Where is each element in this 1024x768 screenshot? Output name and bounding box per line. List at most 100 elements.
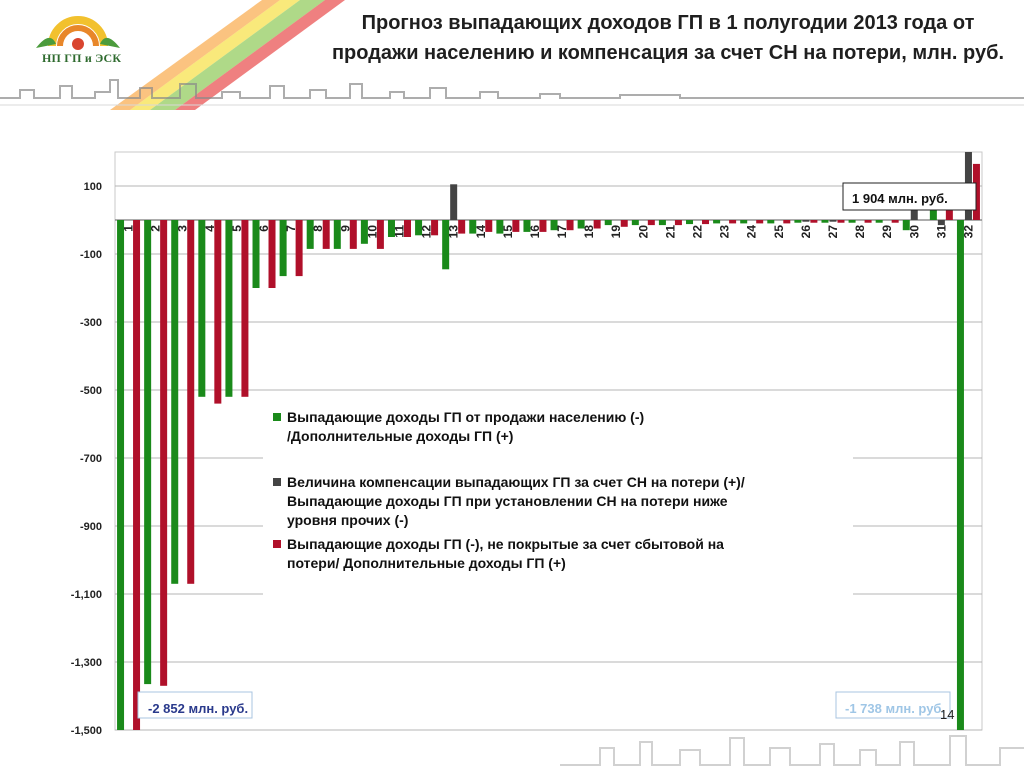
bar-series-2	[937, 220, 945, 226]
bar-series-3	[512, 220, 520, 232]
bar-series-3	[647, 220, 655, 226]
bar-series-1	[252, 220, 260, 288]
bar-series-3	[241, 220, 249, 397]
legend-entry: Величина компенсации выпадающих ГП за сч…	[287, 474, 745, 528]
category-label: 18	[582, 225, 596, 239]
bar-series-3	[620, 220, 628, 227]
category-label: 15	[501, 225, 515, 239]
bar-series-3	[783, 220, 791, 224]
category-label: 30	[907, 225, 921, 239]
bar-series-1	[767, 220, 775, 224]
legend-box	[263, 408, 853, 602]
bar-series-1	[225, 220, 233, 397]
bar-series-3	[891, 220, 899, 223]
y-tick-label: -100	[80, 249, 102, 261]
annotation-total-left: -2 852 млн. руб.	[148, 701, 248, 716]
bar-series-3	[702, 220, 710, 225]
y-tick-label: -1,500	[71, 725, 102, 737]
category-label: 11	[392, 225, 406, 238]
bar-series-3	[403, 220, 411, 237]
annotation-total-right: -1 738 млн. руб.	[845, 701, 945, 716]
bar-series-1	[929, 209, 937, 220]
bar-series-2	[910, 209, 918, 220]
bar-series-3	[295, 220, 303, 277]
bar-series-1	[875, 220, 883, 223]
bar-series-1	[144, 220, 152, 685]
category-label: 23	[718, 225, 732, 239]
bar-series-1	[794, 220, 802, 223]
bar-series-1	[496, 220, 504, 234]
category-label: 1	[122, 225, 136, 232]
bar-series-1	[604, 220, 612, 226]
bar-series-3	[160, 220, 168, 686]
bar-series-1	[360, 220, 368, 244]
category-label: 8	[311, 225, 325, 232]
category-label: 7	[284, 225, 298, 232]
logo-text: НП ГП и ЭСК	[42, 51, 122, 65]
category-label: 9	[338, 225, 352, 232]
category-label: 26	[799, 225, 813, 239]
category-label: 32	[961, 225, 975, 239]
bar-series-3	[539, 220, 547, 232]
category-label: 19	[609, 225, 623, 239]
y-tick-label: -1,300	[71, 657, 102, 669]
bar-series-1	[740, 220, 748, 224]
bar-series-3	[729, 220, 737, 224]
bar-series-1	[577, 220, 585, 229]
bar-series-1	[848, 220, 856, 223]
annotation-total-compensation: 1 904 млн. руб.	[852, 191, 948, 206]
category-label: 27	[826, 225, 840, 239]
bar-series-1	[469, 220, 477, 234]
bar-series-1	[306, 220, 314, 249]
y-tick-label: -500	[80, 385, 102, 397]
category-label: 3	[176, 225, 190, 232]
bar-series-3	[485, 220, 493, 232]
bar-series-1	[171, 220, 179, 584]
bar-series-3	[593, 220, 601, 229]
bar-series-1	[713, 220, 721, 224]
bar-series-1	[415, 220, 423, 236]
bar-series-1	[387, 220, 395, 237]
category-label: 14	[474, 225, 488, 239]
category-label: 17	[555, 225, 569, 239]
bar-series-3	[268, 220, 276, 288]
bar-series-3	[810, 220, 818, 223]
bar-series-1	[686, 220, 694, 225]
bar-series-1	[956, 220, 964, 730]
bar-series-3	[349, 220, 357, 249]
annotation-box	[842, 182, 977, 211]
bar-series-3	[674, 220, 682, 226]
category-label: 16	[528, 225, 542, 239]
bar-series-2	[450, 184, 458, 220]
category-label: 13	[447, 225, 461, 239]
category-label: 12	[420, 225, 434, 239]
legend-entry: Выпадающие доходы ГП от продажи населени…	[287, 409, 644, 444]
category-label: 28	[853, 225, 867, 239]
bar-series-3	[566, 220, 574, 231]
y-tick-label: -900	[80, 521, 102, 533]
y-tick-label: -1,100	[71, 589, 102, 601]
bar-series-3	[837, 220, 845, 223]
logo-icon	[36, 16, 120, 50]
bar-series-3	[431, 220, 439, 236]
bar-series-1	[631, 220, 639, 226]
bar-series-1	[523, 220, 531, 232]
bar-series-3	[756, 220, 764, 224]
category-label: 2	[149, 225, 163, 232]
y-tick-label: -300	[80, 317, 102, 329]
bar-series-1	[902, 220, 910, 231]
bar-series-3	[214, 220, 222, 404]
bar-series-1	[198, 220, 206, 397]
bar-series-1	[658, 220, 666, 226]
bar-series-1	[333, 220, 341, 249]
category-label: 6	[257, 225, 271, 232]
category-label: 21	[663, 225, 677, 239]
y-tick-label: 100	[84, 181, 102, 193]
annotation-box	[137, 691, 253, 719]
slide-number: 14	[940, 707, 955, 722]
category-label: 4	[203, 225, 217, 232]
bar-series-3	[864, 220, 872, 223]
bar-series-3	[133, 220, 141, 730]
